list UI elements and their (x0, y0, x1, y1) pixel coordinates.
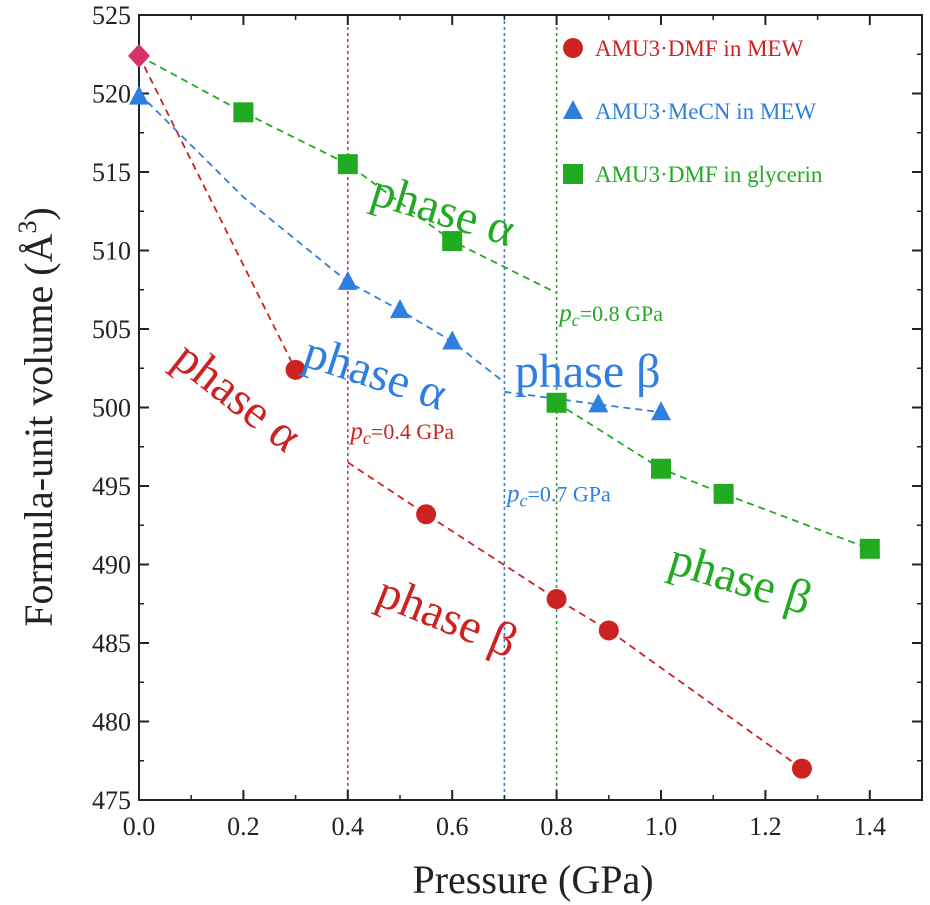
transition-label: pc=0.8 GPa (557, 300, 663, 330)
fit-line-3 (504, 390, 662, 414)
transition-lines (346, 15, 558, 800)
data-point-triangle (588, 393, 609, 413)
transition-label: pc=0.7 GPa (505, 481, 611, 511)
start-point-diamond (128, 43, 150, 68)
fit-line-0 (138, 55, 297, 371)
data-point-triangle (442, 330, 463, 350)
data-points (128, 43, 880, 779)
data-point-triangle (129, 85, 149, 105)
data-point-square (859, 538, 880, 559)
data-point-circle (285, 359, 306, 380)
transition-label-sub: c (572, 310, 580, 330)
transition-label-value: =0.8 GPa (580, 301, 664, 326)
transition-label: pc=0.4 GPa (348, 418, 454, 448)
legend: AMU3·DMF in MEW AMU3·MeCN in MEW AMU3·DMF … (563, 36, 823, 187)
y-tick-label: 475 (92, 786, 131, 815)
axes (138, 14, 923, 801)
transition-label-p: p (557, 300, 572, 327)
data-point-square (546, 392, 567, 413)
phase-label: phase α (164, 330, 312, 462)
x-tick-label: 0.6 (436, 812, 469, 841)
legend-label: AMU3·DMF in glycerin (595, 162, 823, 187)
y-axis-title-superscript: 3 (13, 221, 42, 234)
y-axis-title: Formula-unit volume (Å3) (13, 207, 61, 627)
transition-label-value: =0.7 GPa (528, 482, 612, 507)
legend-marker-circle (563, 38, 583, 58)
data-point-circle (791, 758, 812, 779)
data-point-square (337, 154, 358, 175)
transition-label-p: p (505, 481, 520, 508)
x-tick-label: 1.0 (645, 812, 678, 841)
phase-label: phase β (370, 565, 525, 669)
data-point-triangle (337, 270, 358, 290)
transition-label-sub: c (520, 491, 528, 511)
fit-line-1 (347, 461, 803, 770)
x-tick-label: 1.2 (749, 812, 782, 841)
y-tick-label: 495 (92, 472, 131, 501)
y-axis-title-main: Formula-unit volume (Å (16, 233, 61, 626)
data-point-square (713, 483, 734, 504)
legend-marker-triangle (563, 100, 583, 119)
transition-label-value: =0.4 GPa (371, 419, 455, 444)
fit-line-5 (556, 402, 871, 550)
y-tick-label: 500 (92, 394, 131, 423)
data-point-circle (416, 504, 437, 525)
x-tick-label: 0.4 (332, 812, 365, 841)
data-point-triangle (390, 299, 410, 319)
y-tick-label: 515 (92, 158, 131, 187)
phase-label: phase β (663, 532, 818, 625)
y-tick-label: 485 (92, 629, 131, 658)
transition-label-p: p (348, 418, 363, 445)
y-tick-label: 490 (92, 551, 131, 580)
y-tick-label: 520 (92, 80, 131, 109)
phase-label: phase α (297, 325, 453, 421)
legend-label: AMU3·DMF in MEW (595, 36, 804, 61)
phase-label: phase β (515, 345, 661, 398)
y-axis-title-close: ) (16, 207, 61, 220)
data-point-square (442, 231, 463, 252)
y-tick-label: 510 (92, 237, 131, 266)
legend-marker-square (563, 164, 583, 184)
tick-labels: 0.0 0.2 0.4 0.6 0.8 1.0 1.2 1.4 475 480 485 490 495 5… (92, 1, 886, 841)
y-tick-label: 505 (92, 315, 131, 344)
x-tick-label: 0.2 (227, 812, 260, 841)
x-tick-label: 1.4 (854, 812, 887, 841)
y-tick-label: 480 (92, 708, 131, 737)
y-tick-label: 525 (92, 1, 131, 30)
x-tick-label: 0.8 (540, 812, 573, 841)
x-axis-title: Pressure (GPa) (412, 857, 653, 902)
data-point-square (233, 102, 254, 123)
data-point-triangle (651, 401, 671, 421)
data-point-circle (598, 620, 619, 641)
transition-label-sub: c (363, 428, 371, 448)
x-tick-label: 0.0 (123, 812, 156, 841)
legend-label: AMU3·MeCN in MEW (595, 99, 816, 124)
data-point-square (651, 458, 671, 479)
data-point-circle (546, 589, 567, 610)
